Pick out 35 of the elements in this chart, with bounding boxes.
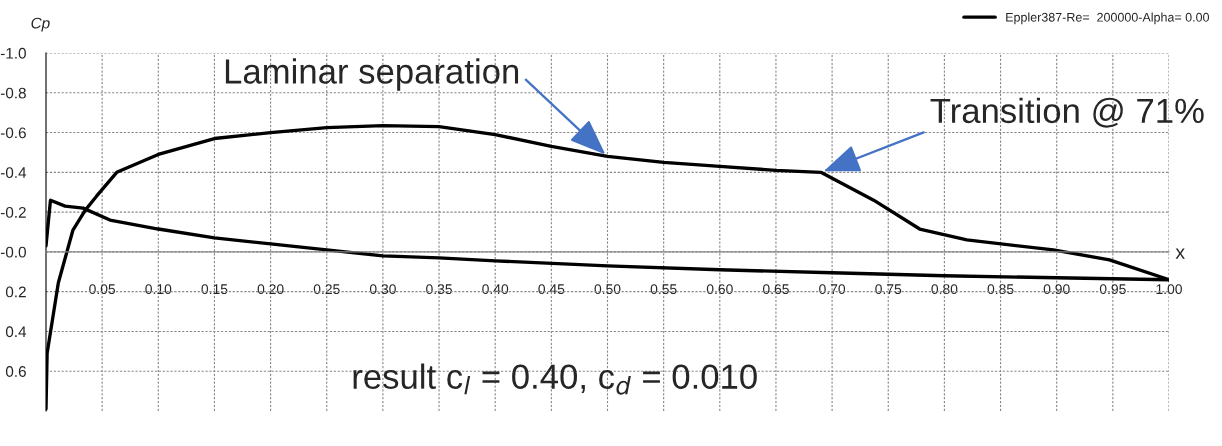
- x-axis-title: x: [1175, 248, 1185, 259]
- y-tick-label: 0.4: [5, 326, 27, 338]
- x-tick-label: 0.30: [369, 284, 396, 295]
- y-tick-label: -0.8: [0, 87, 26, 99]
- y-tick-label: -1.0: [0, 47, 26, 59]
- x-tick-label: 0.85: [987, 284, 1014, 295]
- x-tick-label: 0.50: [594, 284, 621, 295]
- y-axis-title: Cp: [31, 17, 50, 32]
- annotation: result c$_{l}$ = 0.40, c$_{d}$ = 0.010: [353, 363, 757, 395]
- x-tick-label: 0.25: [313, 284, 340, 295]
- x-tick-label: 0.15: [201, 284, 228, 295]
- y-tick-label: -0.4: [0, 167, 27, 179]
- x-tick-label: 0.20: [257, 284, 284, 295]
- x-tick-label: 0.35: [426, 284, 452, 295]
- y-tick-label: -0.6: [0, 127, 26, 139]
- x-tick-label: 0.05: [89, 284, 116, 295]
- x-tick-label: 0.45: [538, 284, 565, 295]
- y-tick-label: 0.6: [5, 366, 26, 377]
- y-tick-label: 0.2: [5, 286, 26, 298]
- legend-label: Eppler387-Re= 200000-Alpha= 0.00: [1006, 12, 1210, 25]
- x-tick-label: 0.80: [931, 284, 958, 295]
- y-tick-label: -0.0: [0, 246, 26, 258]
- x-tick-label: 1.00: [1156, 284, 1182, 295]
- x-tick-label: 0.70: [819, 284, 846, 295]
- annotation: Laminar separation: [225, 58, 519, 91]
- x-tick-label: 0.40: [482, 284, 509, 295]
- x-tick-label: 0.10: [145, 284, 172, 295]
- x-tick-label: 0.65: [762, 284, 789, 295]
- y-tick-label: -0.2: [0, 206, 26, 218]
- annotation: Transition @ 71%: [930, 97, 1204, 128]
- x-tick-label: 0.75: [875, 284, 902, 295]
- x-tick-label: 0.95: [1099, 284, 1126, 295]
- x-tick-label: 0.55: [650, 284, 677, 295]
- x-tick-label: 0.60: [706, 284, 733, 295]
- x-tick-label: 0.90: [1043, 284, 1070, 295]
